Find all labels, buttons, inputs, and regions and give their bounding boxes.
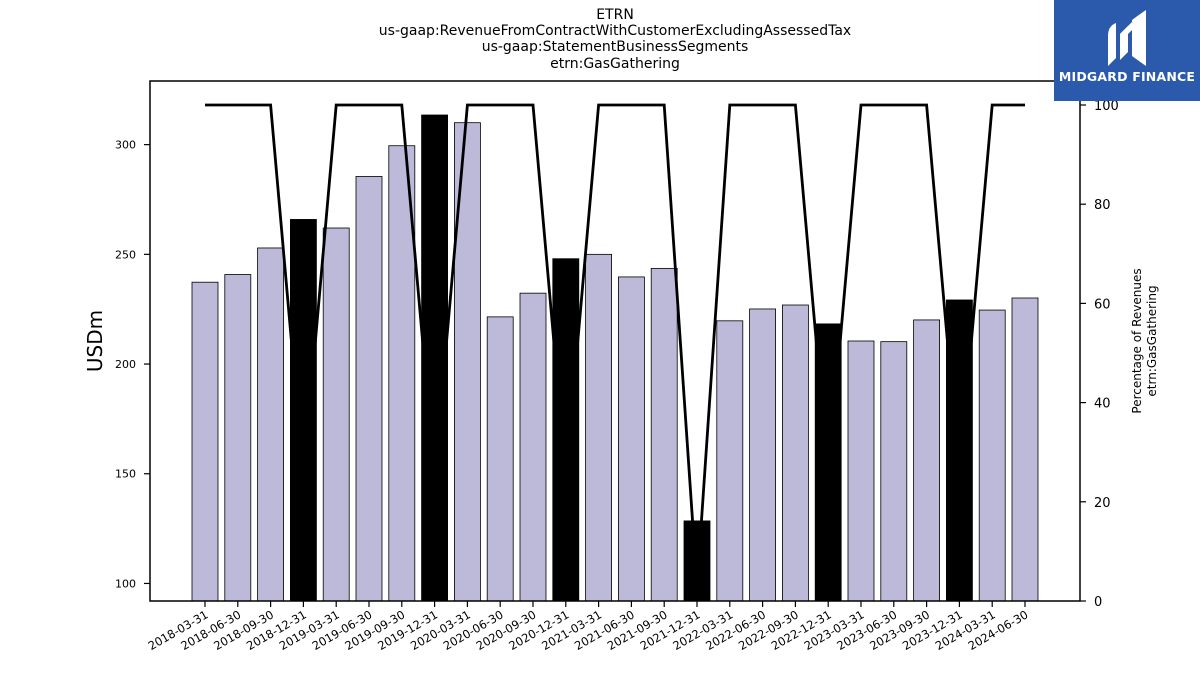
bar-2023-12-31	[946, 299, 973, 602]
chart-title-line-2: us-gaap:RevenueFromContractWithCustomerE…	[378, 23, 852, 39]
y2-tick-label-80: 80	[1094, 198, 1111, 213]
bar-2019-06-30	[355, 176, 383, 602]
bar-2021-12-31	[683, 520, 711, 602]
bar-2023-03-31	[847, 340, 875, 602]
bar-2020-09-30	[519, 292, 547, 602]
bar-2019-03-31	[322, 227, 350, 602]
y2-axis-label-line-1: Percentage of Revenues	[1130, 268, 1144, 413]
bar-2021-09-30	[650, 267, 678, 602]
chart-title-line-4: etrn:GasGathering	[550, 56, 680, 72]
bar-2018-06-30	[224, 274, 252, 602]
y2-tick-label-0: 0	[1094, 595, 1102, 610]
bar-2022-03-31	[716, 320, 744, 602]
bar-2024-03-31	[978, 309, 1006, 602]
y-axis-label: USDm	[83, 310, 107, 372]
bar-2021-03-31	[585, 253, 612, 602]
chart-title-line-3: us-gaap:StatementBusinessSegments	[481, 39, 749, 55]
bar-2022-06-30	[749, 308, 776, 602]
bar-2018-12-31	[289, 219, 317, 602]
bar-2018-03-31	[191, 281, 219, 602]
bar-2020-12-31	[552, 258, 580, 602]
bar-2019-09-30	[388, 145, 416, 602]
y2-tick-label-20: 20	[1094, 496, 1111, 511]
bar-2023-09-30	[913, 319, 940, 602]
y2-tick-label-60: 60	[1094, 297, 1111, 312]
chart-title-line-1: ETRN	[596, 7, 634, 23]
bar-2021-06-30	[618, 276, 645, 602]
y-tick-label-100: 100	[115, 577, 136, 590]
logo-text: MIDGARD FINANCE	[1058, 69, 1196, 84]
bar-2018-09-30	[257, 247, 285, 602]
plot-frame	[149, 80, 1081, 602]
bar-group	[191, 114, 1039, 602]
y2-tick-label-100: 100	[1094, 99, 1119, 114]
logo-mark-icon	[1108, 10, 1146, 66]
midgard-finance-logo: MIDGARD FINANCE	[1054, 0, 1200, 101]
y-axis-left: 100 150 200 250 300	[115, 139, 150, 590]
percentage-line-group	[205, 103, 1025, 587]
y-tick-label-250: 250	[115, 248, 136, 261]
percentage-line	[205, 103, 1025, 587]
y2-axis-label-line-2: etrn:GasGathering	[1145, 285, 1159, 396]
bar-2024-06-30	[1011, 297, 1039, 602]
x-axis: 2018-03-312018-06-302018-09-302018-12-31…	[146, 601, 1031, 653]
y2-tick-label-40: 40	[1094, 397, 1111, 412]
y-tick-label-300: 300	[115, 139, 136, 152]
bar-2020-06-30	[486, 316, 514, 602]
bar-2019-12-31	[421, 114, 449, 602]
y-tick-label-200: 200	[115, 358, 136, 371]
bar-2022-09-30	[782, 304, 809, 602]
y-tick-label-150: 150	[115, 468, 136, 481]
bar-2023-06-30	[880, 341, 908, 602]
y-axis-right: 0 20 40 60 80 100	[1080, 99, 1119, 610]
